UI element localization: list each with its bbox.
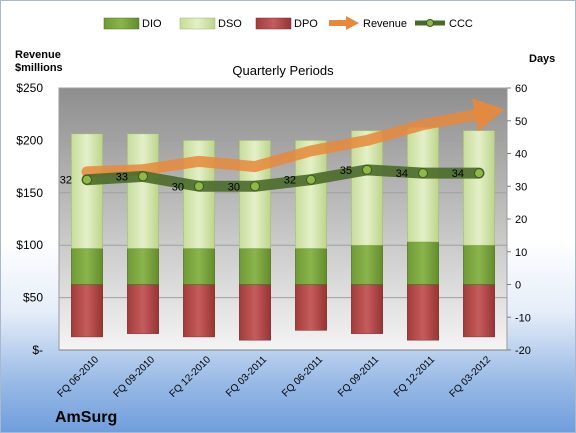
dpo-bar <box>71 284 103 338</box>
right-tick-label: 40 <box>515 149 527 161</box>
left-tick-label: $- <box>32 343 43 357</box>
right-axis-label: Days <box>529 53 555 65</box>
dso-bar <box>239 140 271 249</box>
x-tick-label: FQ 09-2010 <box>112 354 158 400</box>
dpo-bar <box>463 284 495 338</box>
dio-bar <box>407 241 439 285</box>
x-tick-label: FQ 12-2010 <box>168 354 214 400</box>
legend-swatch <box>103 17 140 30</box>
dso-bar <box>71 133 103 249</box>
ccc-data-label: 35 <box>340 165 352 177</box>
ccc-marker <box>418 168 428 179</box>
legend-swatch <box>255 17 292 30</box>
left-tick-label: $250 <box>16 81 43 95</box>
x-tick-label: FQ 03-2012 <box>448 354 494 400</box>
chart-title: Quarterly Periods <box>232 63 334 78</box>
left-tick-label: $100 <box>16 238 43 252</box>
ccc-marker <box>82 174 92 185</box>
dpo-bar <box>183 284 215 338</box>
lines: 32 33 30 30 32 35 34 34 <box>60 98 505 193</box>
dio-bar <box>183 248 215 285</box>
x-tick-label: FQ 09-2011 <box>336 354 381 399</box>
company-name: AmSurg <box>55 409 117 426</box>
ccc-marker <box>250 181 260 192</box>
dio-bar <box>127 248 159 285</box>
ccc-marker <box>362 164 372 175</box>
legend-swatch-marker <box>426 19 434 27</box>
ccc-data-label: 34 <box>396 168 408 180</box>
right-tick-label: 50 <box>515 116 527 128</box>
right-tick-label: -10 <box>515 312 531 324</box>
dio-bar <box>351 244 383 285</box>
ccc-marker <box>474 168 484 179</box>
ccc-marker <box>306 174 316 185</box>
x-tick-label: FQ 06-2010 <box>56 354 102 400</box>
dso-bar <box>463 130 495 246</box>
left-tick-label: $200 <box>16 133 43 147</box>
ccc-data-label: 33 <box>116 171 128 183</box>
dpo-bar <box>351 284 383 334</box>
right-tick-label: 30 <box>515 181 527 193</box>
right-tick-label: 0 <box>515 280 521 292</box>
dso-bar <box>351 130 383 246</box>
left-axis-label-line2: $millions <box>15 62 63 74</box>
x-tick-label: FQ 12-2011 <box>392 354 437 399</box>
dso-bar <box>127 133 159 249</box>
dio-bar <box>295 248 327 285</box>
left-axis-label-line1: Revenue <box>15 49 61 61</box>
right-tick-label: 20 <box>515 214 527 226</box>
dio-bar <box>239 248 271 285</box>
ccc-line <box>81 164 485 192</box>
revenue-line <box>81 108 485 178</box>
ccc-data-label: 30 <box>172 181 184 193</box>
right-tick-label: 60 <box>515 83 527 95</box>
right-tick-label: 10 <box>515 247 527 259</box>
dpo-bar <box>239 284 271 341</box>
legend: DIO DSO DPO Revenue CCC <box>103 16 473 30</box>
legend-swatch-arrow <box>346 16 359 30</box>
legend-label: DPO <box>294 18 318 30</box>
dpo-bar <box>295 284 327 331</box>
legend-label: DIO <box>142 18 162 30</box>
legend-label: CCC <box>449 18 473 30</box>
x-tick-label: FQ 06-2011 <box>280 354 325 399</box>
revenue-arrowhead <box>471 98 505 132</box>
ccc-marker <box>138 171 148 182</box>
left-tick-label: $50 <box>23 291 43 305</box>
ccc-data-label: 34 <box>452 168 464 180</box>
dio-bar <box>71 248 103 285</box>
legend-label: Revenue <box>363 18 407 30</box>
ccc-data-label: 32 <box>60 175 72 187</box>
bars <box>71 127 495 341</box>
legend-swatch <box>179 17 216 30</box>
dso-bar <box>407 127 439 243</box>
x-tick-label: FQ 03-2011 <box>224 354 269 399</box>
left-tick-label: $150 <box>16 186 43 200</box>
dio-bar <box>463 244 495 285</box>
dpo-bar <box>127 284 159 334</box>
right-tick-label: -20 <box>515 345 531 357</box>
ccc-marker <box>194 181 204 192</box>
dpo-bar <box>407 284 439 341</box>
ccc-data-label: 32 <box>284 175 296 187</box>
legend-label: DSO <box>218 18 242 30</box>
plot-area <box>58 87 508 351</box>
ccc-data-label: 30 <box>228 181 240 193</box>
